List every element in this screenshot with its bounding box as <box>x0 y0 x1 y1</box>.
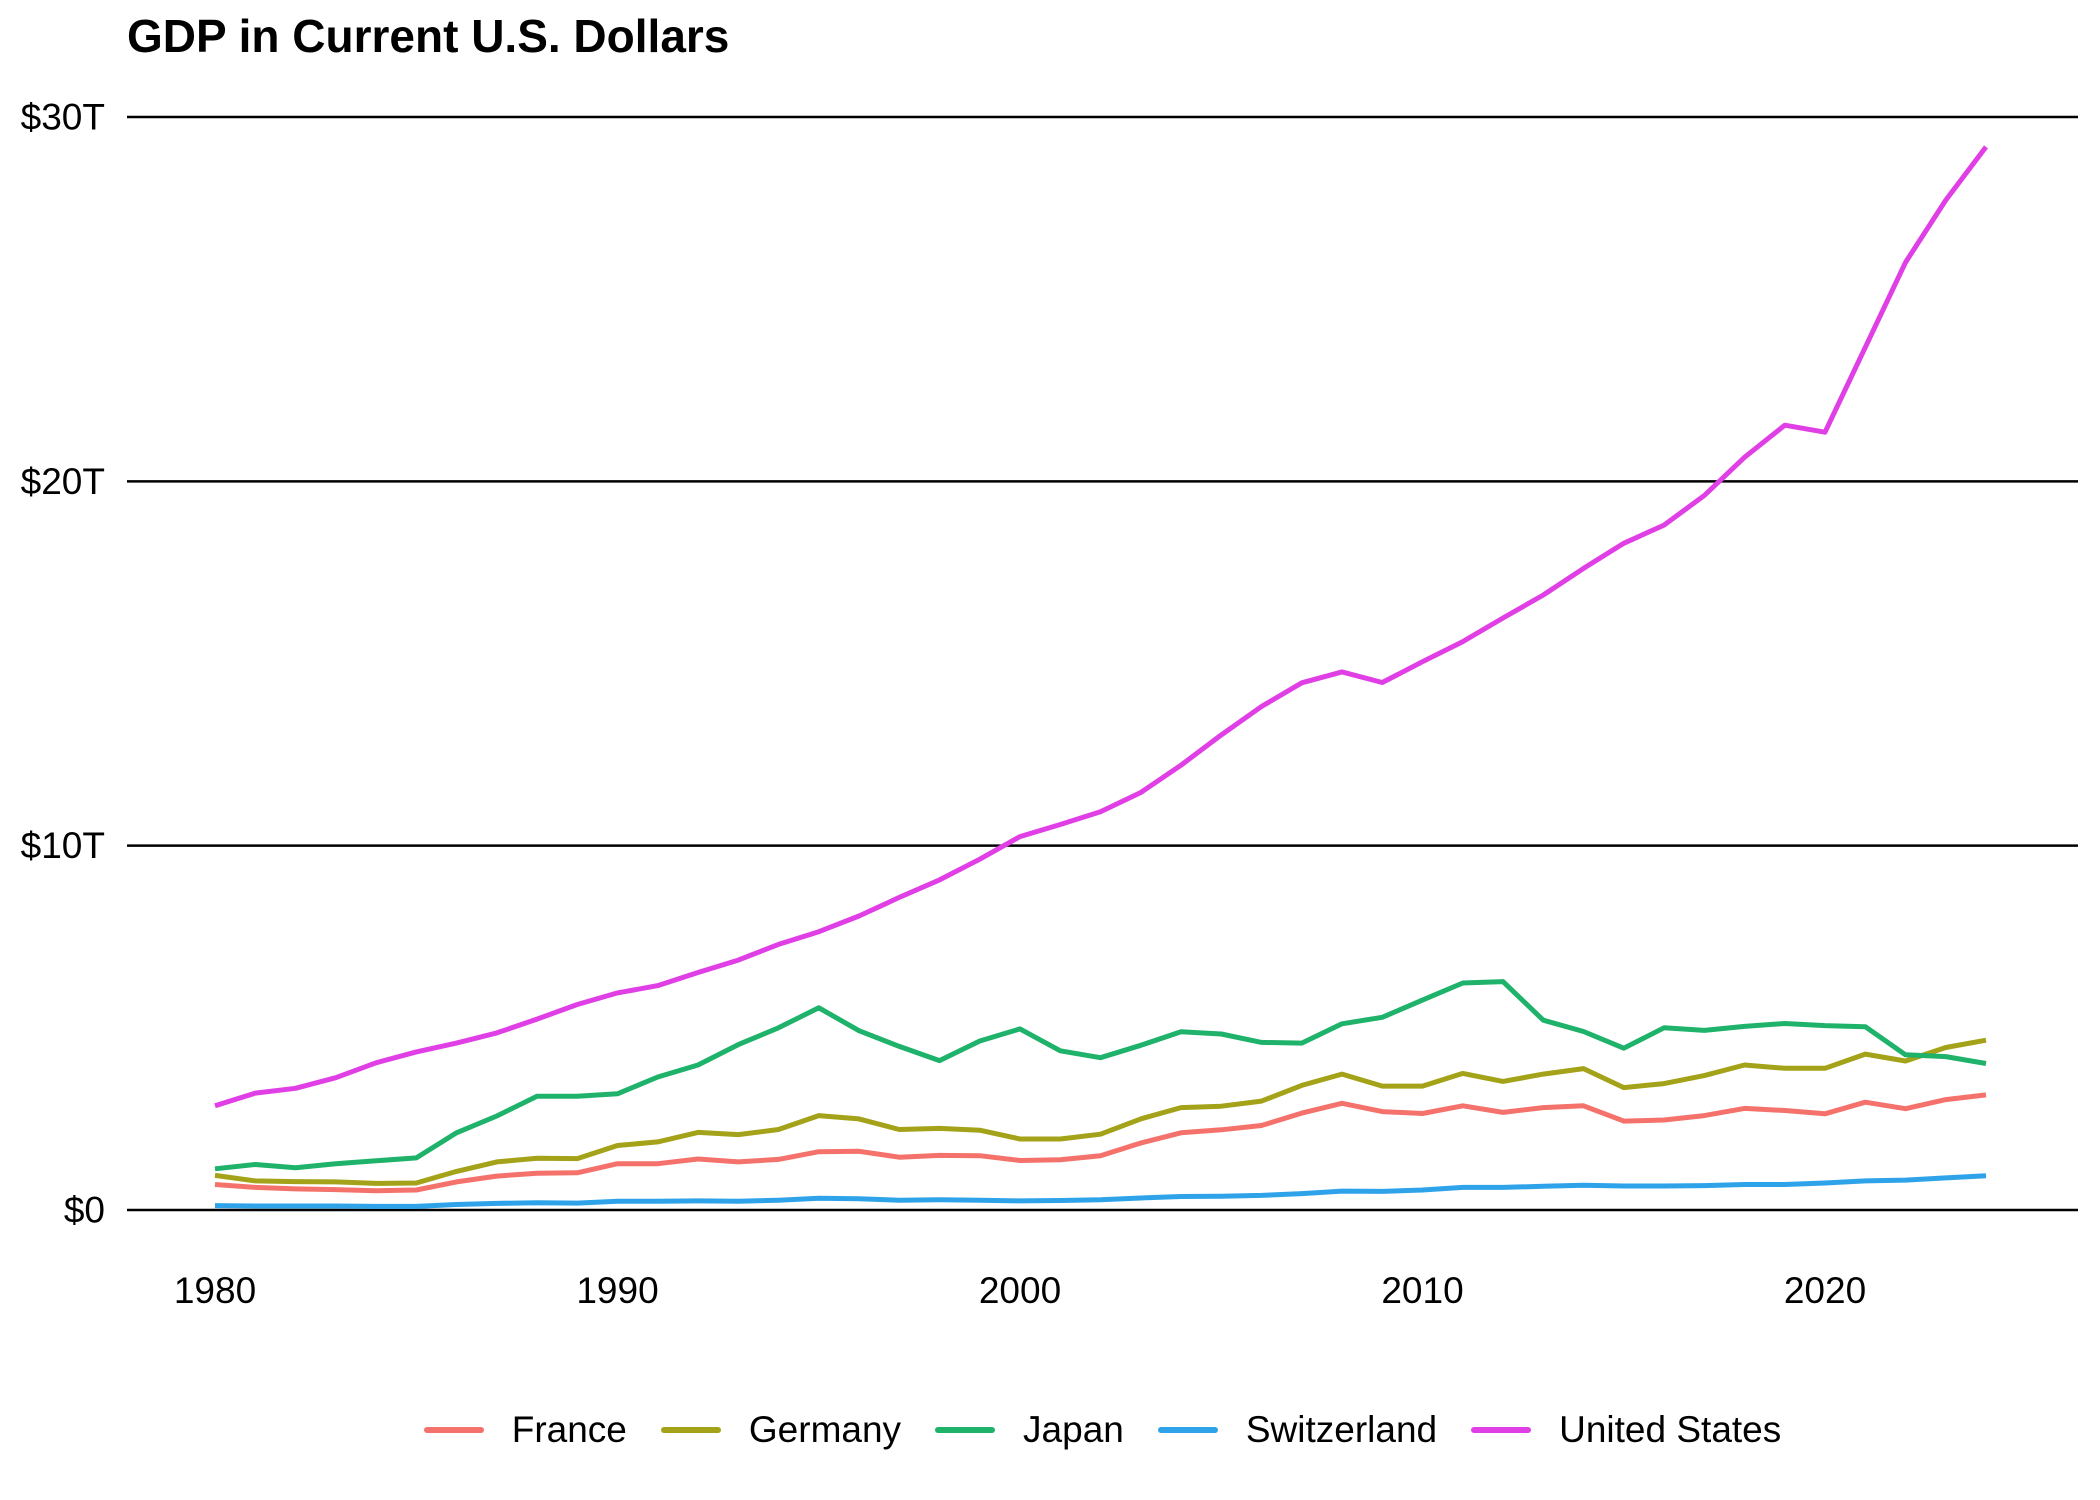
gridlines <box>127 115 2078 1212</box>
chart-title: GDP in Current U.S. Dollars <box>127 10 729 62</box>
legend-item-france: France <box>423 1409 627 1451</box>
legend-label: Germany <box>748 1409 902 1450</box>
x-tick-label-2020: 2020 <box>1784 1270 1866 1311</box>
x-tick-label-2000: 2000 <box>979 1270 1061 1311</box>
y-tick-label-$30T: $30T <box>21 97 105 138</box>
series-line-japan <box>214 979 1987 1172</box>
series-lines <box>214 145 1988 1209</box>
y-tick-label-$0: $0 <box>64 1190 105 1231</box>
legend-label: Switzerland <box>1245 1409 1438 1450</box>
y-axis-tick-labels: $0 $10T $20T $30T <box>21 97 105 1231</box>
x-tick-label-1990: 1990 <box>576 1270 658 1311</box>
series-line-germany <box>214 1037 1987 1186</box>
series-line-france <box>214 1092 1987 1194</box>
legend-key-swatch <box>935 1427 996 1433</box>
legend-key-swatch <box>423 1427 484 1433</box>
legend-item-switzerland: Switzerland <box>1157 1409 1438 1451</box>
legend-label: Japan <box>1023 1409 1124 1450</box>
x-axis-tick-labels: 1980 1990 2000 2010 2020 <box>174 1270 1866 1311</box>
series-line-switzerland <box>214 1173 1987 1209</box>
legend-label: United States <box>1559 1409 1782 1450</box>
legend-key-swatch <box>660 1427 721 1433</box>
x-tick-label-1980: 1980 <box>174 1270 256 1311</box>
legend-label: France <box>511 1409 627 1450</box>
y-tick-label-$10T: $10T <box>21 825 105 866</box>
x-tick-label-2010: 2010 <box>1381 1270 1463 1311</box>
chart-canvas: GDP in Current U.S. Dollars $0 $10T $20T $3… <box>21 10 2078 1311</box>
series-line-united-states <box>214 145 1988 1109</box>
legend-item-united-states: United States <box>1471 1409 1781 1451</box>
y-tick-label-$20T: $20T <box>21 461 105 502</box>
chart-legend: France Germany Japan Switzerland United Stat… <box>127 1398 2078 1462</box>
legend-item-germany: Germany <box>660 1409 902 1451</box>
legend-key-swatch <box>1157 1427 1218 1433</box>
legend-item-japan: Japan <box>935 1409 1124 1451</box>
legend-key-swatch <box>1471 1427 1532 1433</box>
